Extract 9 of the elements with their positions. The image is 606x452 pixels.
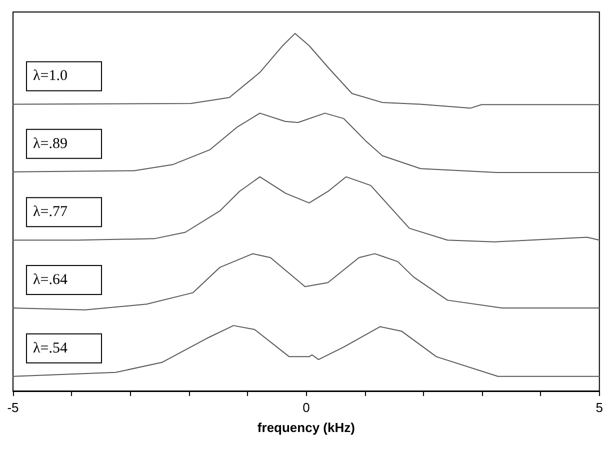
series-label: λ=.89 [33,136,68,152]
x-tick-label: -5 [7,400,19,415]
series-label: λ=.54 [33,340,68,356]
x-tick-label: 5 [596,400,603,415]
series-label: λ=.64 [33,272,68,288]
x-axis-title: frequency (kHz) [257,420,355,435]
series-label: λ=.77 [33,204,68,220]
series-label: λ=1.0 [33,68,68,84]
x-tick-label: 0 [302,400,310,415]
